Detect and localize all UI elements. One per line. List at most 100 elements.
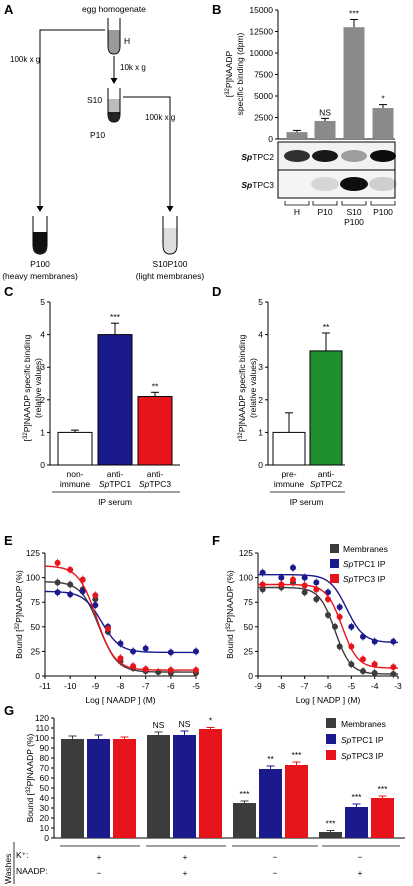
blot-tpc3-label: SpTPC3: [241, 180, 274, 190]
g-legend-swatch: [326, 718, 336, 728]
g-y-tick-label: 80: [40, 753, 50, 763]
f-legend-swatch: [330, 559, 339, 568]
washes-g4-naadp: +: [358, 868, 363, 878]
g-y-tick-label: 110: [35, 723, 49, 733]
f-y-tick-label: 25: [244, 646, 254, 656]
b-y-tick-label: 2500: [254, 113, 273, 123]
e-y-tick-label: 125: [26, 548, 40, 558]
f-y-tick-label: 75: [244, 597, 254, 607]
f-data-point: [360, 656, 366, 663]
b-y-tick-label: 15000: [249, 5, 273, 15]
arrow-head-s10p100: [166, 206, 174, 212]
f-data-point: [348, 623, 355, 630]
f-data-point: [390, 638, 397, 645]
f-y-tick-label: 0: [248, 671, 253, 681]
tube-s10-label: S10: [87, 95, 102, 105]
b-significance: ***: [349, 8, 360, 18]
f-data-point: [336, 643, 343, 650]
f-x-tick-label: -7: [301, 681, 309, 691]
f-x-tick-label: -6: [324, 681, 332, 691]
e-data-point: [67, 566, 74, 573]
tube-s10-supernatant: [108, 99, 120, 112]
g-legend-label: SpTPC3 IP: [341, 751, 384, 761]
b-significance: NS: [319, 107, 331, 117]
arrow-head-s10: [110, 78, 118, 84]
e-data-point: [193, 667, 199, 674]
f-legend-swatch: [330, 544, 339, 553]
b-category-label: P10: [317, 207, 332, 217]
c-significance: **: [152, 381, 159, 391]
c-y-tick-label: 5: [40, 297, 45, 307]
g-y-tick-label: 50: [40, 783, 50, 793]
c-y-tick-label: 0: [40, 460, 45, 470]
washes-k-label: K⁺:: [16, 850, 29, 860]
f-y-label: Bound [32P]NAADP (%): [225, 570, 235, 659]
f-data-point: [278, 581, 285, 588]
e-data-point: [142, 666, 149, 673]
tube-p100-label: P100: [30, 259, 50, 269]
blot-tpc2-band: [370, 150, 396, 162]
g-bar: [147, 735, 170, 838]
d-y-tick-label: 5: [258, 297, 263, 307]
g-legend-label: SpTPC1 IP: [341, 735, 384, 745]
g-bar: [259, 769, 282, 838]
g-legend-swatch: [326, 734, 336, 744]
e-y-label: Bound [32P]NAADP (%): [14, 570, 24, 659]
e-x-label: Log [ NAADP ] (M): [85, 695, 155, 705]
d-y-tick-label: 3: [258, 362, 263, 372]
e-data-point: [92, 602, 99, 609]
e-data-point: [54, 559, 61, 566]
g-y-tick-label: 100: [35, 733, 49, 743]
b-category-label: P100: [373, 207, 393, 217]
f-legend-label: SpTPC3 IP: [343, 574, 386, 584]
b-category-label: S10: [346, 207, 361, 217]
g-bar: [345, 807, 368, 838]
g-y-tick-label: 60: [40, 773, 50, 783]
blot-tpc3-band: [340, 177, 368, 191]
chart-e: 0 25 50 75 100 125 -11 -10 -9 -8 -7 -6 -5 Log [ NAADP…: [14, 548, 200, 705]
c-y-tick-label: 2: [40, 395, 45, 405]
c-category-label-line2: SpTPC3: [139, 479, 171, 489]
tube-s10p100-sublabel: (light membranes): [136, 271, 205, 281]
panel-label-f: F: [212, 533, 220, 548]
c-y-label: [32P]NAADP specific binding(relative val…: [22, 334, 43, 441]
b-category-label: P100: [344, 217, 364, 227]
c-bar: [97, 334, 133, 466]
washes-naadp-label: NAADP:: [16, 866, 48, 876]
c-x-label: IP serum: [98, 497, 132, 507]
washes-g1-naadp: −: [97, 868, 102, 878]
g-bar: [113, 739, 136, 838]
c-category-label: non-: [66, 469, 83, 479]
b-bar: [372, 108, 394, 139]
blot-tpc3-band: [311, 177, 339, 191]
e-x-tick-label: -10: [64, 681, 77, 691]
g-legend-label: Membranes: [341, 719, 386, 729]
tube-s10-pellet: [108, 112, 120, 122]
c-y-tick-label: 4: [40, 330, 45, 340]
spin-100k-right-label: 100k x g: [145, 113, 175, 122]
d-category-label-line2: immune: [274, 479, 305, 489]
c-category-label: anti-: [107, 469, 124, 479]
g-bar: [61, 739, 84, 838]
e-y-tick-label: 75: [31, 597, 41, 607]
blot-tpc2-label: SpTPC2: [241, 152, 274, 162]
b-category-bracket: [370, 201, 396, 206]
f-data-point: [313, 579, 320, 586]
e-x-tick-label: -7: [142, 681, 150, 691]
panel-label-d: D: [212, 284, 221, 299]
f-data-point: [301, 582, 308, 589]
spin-10k-label: 10k x g: [120, 63, 146, 72]
panel-label-b: B: [212, 2, 221, 17]
g-significance: ***: [292, 750, 303, 760]
d-significance: **: [323, 322, 330, 332]
b-y-tick-label: 7500: [254, 70, 273, 80]
f-data-point: [390, 664, 397, 671]
washes-g2-naadp: +: [183, 868, 188, 878]
b-category-label: H: [294, 207, 300, 217]
f-data-point: [360, 633, 366, 640]
spin-100k-left-label: 100k x g: [10, 55, 40, 64]
washes-g2-k: +: [183, 852, 188, 862]
f-data-point: [336, 604, 343, 611]
g-y-tick-label: 70: [40, 763, 50, 773]
